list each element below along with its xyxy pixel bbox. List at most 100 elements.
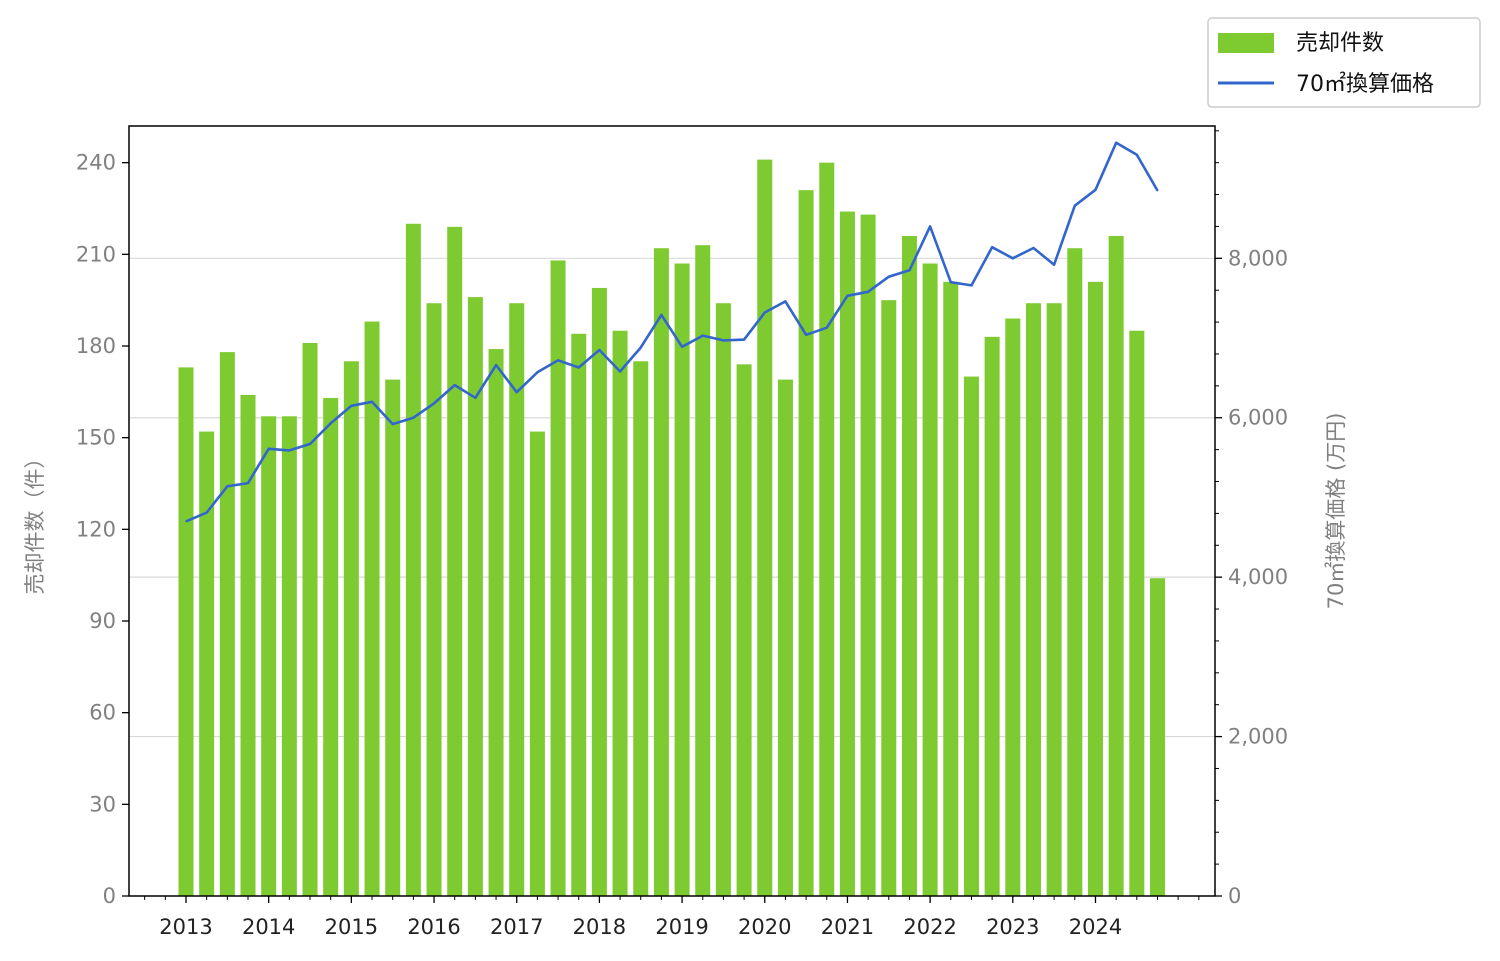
bar [798,190,814,896]
bar [323,397,339,896]
x-tick-label: 2019 [655,915,708,939]
bar [550,260,566,896]
x-tick-label: 2017 [490,915,543,939]
bar [777,379,793,897]
y-right-tick-label: 6,000 [1228,406,1288,430]
line-point [1012,257,1014,260]
bar [757,159,773,897]
bar [571,333,587,896]
line-point [846,294,849,297]
plot-frame [128,125,1216,897]
line-point [1053,263,1055,266]
legend-box [1207,17,1481,108]
x-tick-label: 2015 [325,915,378,939]
bar [819,162,835,896]
bar [240,394,256,896]
bar [405,223,421,896]
y-left-tick-label: 240 [76,151,116,175]
bar [653,248,669,896]
line-point [412,416,415,419]
bar [695,245,711,896]
bar [633,361,649,896]
x-tick-label: 2018 [573,915,626,939]
bar [736,364,752,896]
line-point [825,326,828,329]
x-tick-label: 2020 [738,915,791,939]
bar [302,342,318,896]
bar [963,376,979,896]
line-point [908,269,911,272]
x-tick-label: 2014 [242,915,295,939]
y-left-tick-label: 60 [89,701,116,725]
bar [1025,303,1041,896]
line-point [515,391,518,394]
bar [1046,303,1062,896]
line-point [887,275,890,278]
bar [1087,281,1103,896]
bar [385,379,401,897]
y-left-tick-label: 0 [103,884,116,908]
line-point [267,448,270,450]
line-point [288,449,291,452]
bar [674,263,690,896]
bar [922,263,938,896]
x-tick-label: 2016 [407,915,460,939]
bar [1129,330,1145,896]
line-point [598,349,601,351]
bar [364,321,380,896]
line-point [660,314,663,316]
line-point [247,482,249,484]
y-left-tick-label: 210 [76,242,116,266]
y-right-tick-label: 2,000 [1228,725,1288,749]
x-tick-label: 2022 [903,915,956,939]
line-point [1156,189,1159,192]
y-right-tick-label: 8,000 [1228,246,1288,270]
y-left-tick-label: 30 [89,792,116,816]
bar [529,431,545,896]
line-point [433,402,435,405]
bar [1108,236,1124,896]
bar [281,416,297,896]
line-point [722,339,725,342]
x-tick-label: 2021 [821,915,874,939]
bar [509,303,525,896]
line-point [784,300,787,303]
bar [426,303,442,896]
bar [343,361,359,896]
line-point [557,359,559,362]
price-line [185,141,1159,523]
bar [881,300,897,897]
y-right-tick-label: 4,000 [1228,565,1288,589]
price-line-layer [185,141,1159,523]
line-point [495,364,497,366]
bar [199,431,215,896]
x-tick-label: 2013 [159,915,212,939]
y-left-tick-label: 150 [76,426,116,450]
line-point [867,290,869,293]
legend-bar-swatch [1218,33,1274,53]
bar [261,416,277,896]
bar [715,303,731,896]
bar [943,281,959,896]
line-point [701,334,704,337]
line-point [991,246,993,248]
bar [1149,578,1165,896]
line-point [185,520,187,523]
bar [591,287,607,896]
line-point [619,370,621,373]
legend: 売却件数 70㎡換算価格 [1207,17,1481,108]
line-point [949,281,952,284]
line-point [329,422,332,425]
line-point [1032,247,1035,249]
line-point [763,311,766,314]
y-left-tick-label: 180 [76,334,116,358]
x-tick-label: 2023 [986,915,1039,939]
x-tick-label: 2024 [1069,915,1122,939]
bar [488,349,504,896]
line-point [226,485,229,488]
line-point [743,338,745,341]
line-point [205,511,208,514]
bar [839,211,855,897]
bar [178,367,194,896]
